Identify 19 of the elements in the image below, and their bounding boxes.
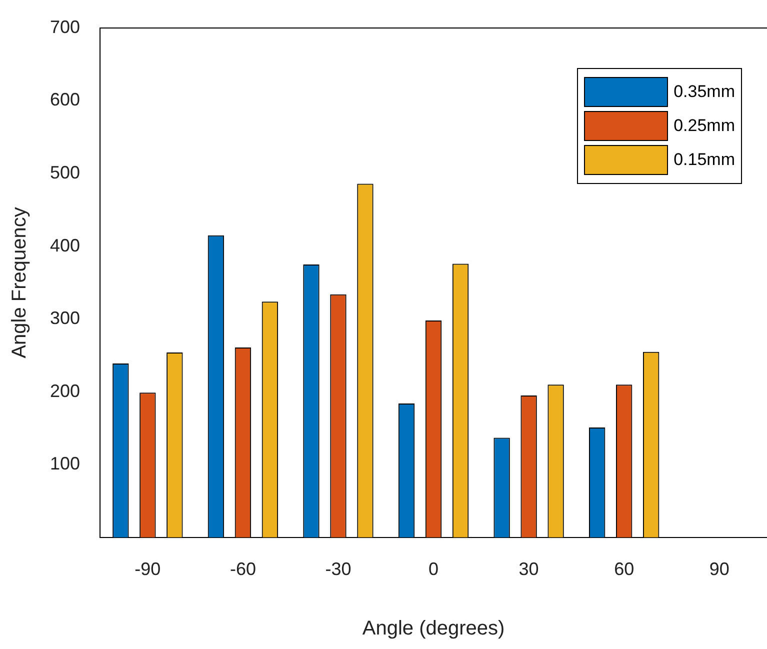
y-tick-label: 300 [50,308,80,328]
x-tick-label: -30 [325,559,352,580]
x-tick-label: 60 [614,559,634,580]
y-tick-label: 700 [50,16,80,37]
x-axis-title: Angle (degrees) [362,618,505,640]
y-tick-label: 400 [50,235,80,256]
y-tick-label: 600 [50,90,80,110]
x-tick-label: -60 [230,559,256,580]
x-tick-label: 30 [518,559,539,580]
legend-label: 0.35mm [674,82,735,102]
x-tick-label: 0 [428,559,439,580]
y-axis-title: Angle Frequency [8,207,31,358]
y-tick-label: 100 [50,454,80,474]
y-tick-label: 200 [50,380,80,401]
x-tick-label: -90 [134,559,161,580]
legend-label: 0.25mm [674,116,735,136]
x-tick-label: 90 [709,559,730,580]
legend-label: 0.15mm [674,150,735,170]
y-tick-label: 500 [50,162,80,183]
